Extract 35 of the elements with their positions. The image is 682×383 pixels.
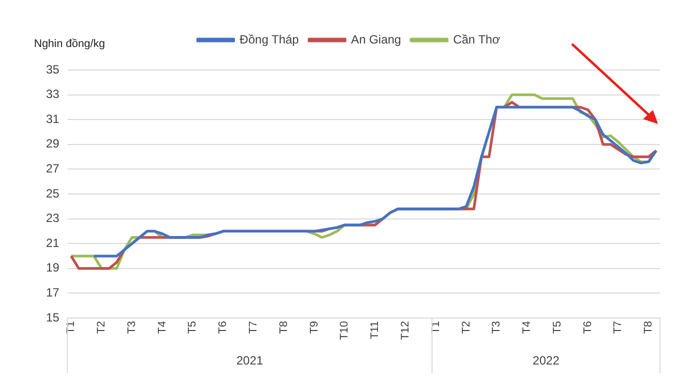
x-tick-label: T5 — [551, 321, 564, 334]
x-tick-label: T4 — [156, 321, 168, 334]
y-tick-label: 29 — [46, 136, 60, 151]
x-tick-label: T11 — [369, 321, 382, 340]
x-tick-label: T8 — [642, 321, 655, 334]
x-tick-label: T3 — [126, 321, 138, 334]
x-tick-label: T7 — [612, 321, 624, 334]
y-tick-label: 23 — [46, 211, 60, 226]
x-tick-label: T5 — [186, 321, 199, 334]
x-tick-label: T6 — [217, 321, 230, 334]
x-tick-label: T3 — [490, 321, 503, 334]
x-tick-label: T9 — [308, 321, 320, 334]
x-tick-label: T12 — [399, 321, 412, 340]
y-tick-label: 35 — [46, 62, 60, 76]
x-tick-label: T2 — [460, 321, 472, 334]
y-tick-label: 17 — [46, 286, 60, 300]
legend-label: Cần Thơ — [453, 32, 500, 46]
x-tick-label: T10 — [338, 321, 351, 340]
y-tick-label: 33 — [46, 87, 60, 102]
text: 2021 — [236, 353, 264, 368]
y-tick-label: 15 — [46, 310, 60, 324]
y-tick-label: 25 — [46, 186, 60, 200]
legend-label: An Giang — [351, 32, 402, 46]
legend-label: Đồng Tháp — [240, 32, 300, 46]
y-axis-title: Nghin đồng/kg — [34, 38, 105, 50]
y-tick-label: 19 — [46, 260, 60, 275]
x-tick-label: T2 — [96, 321, 108, 334]
x-tick-label: T4 — [521, 321, 534, 334]
y-tick-label: 31 — [46, 112, 60, 126]
x-tick-label: T6 — [582, 321, 594, 334]
y-tick-label: 27 — [46, 162, 60, 176]
x-tick-label: T7 — [248, 321, 260, 334]
x-tick-label: T8 — [278, 321, 290, 334]
y-tick-label: 21 — [46, 236, 60, 250]
text: 2022 — [532, 353, 560, 368]
